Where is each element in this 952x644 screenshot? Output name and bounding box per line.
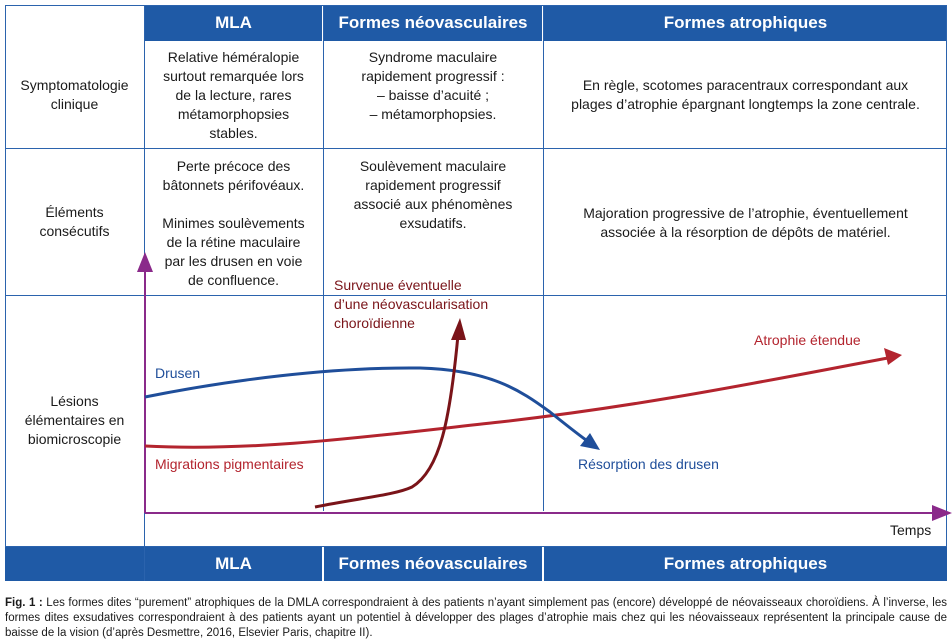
row-label-elements: Éléments consécutifs (39, 203, 110, 239)
label-neovascularisation: Survenue éventuelle d’une néovascularisa… (334, 277, 489, 331)
row-label-symptomatologie: Symptomatologie clinique (20, 76, 129, 112)
footer-header-atrophiques: Formes atrophiques (544, 547, 947, 581)
drusen-curve (144, 366, 587, 442)
cell-symptom-neo: Syndrome maculaire rapidement progressif… (361, 49, 505, 122)
grid-row2-bottom (5, 295, 947, 296)
grid-axis-bottom (5, 546, 947, 547)
atrophy-arrowhead (884, 348, 902, 365)
cell-symptom-mla: Relative héméralopie surtout remarquée l… (163, 49, 304, 141)
neovasc-curve (314, 334, 460, 509)
drusen-arrowhead (580, 433, 600, 450)
cell-elements-atro: Majoration progressive de l’atrophie, év… (583, 205, 908, 240)
label-drusen: Drusen (155, 365, 201, 381)
grid-top-border (5, 5, 947, 6)
grid-right-border (946, 5, 947, 581)
row-label-lesions: Lésions élémentaires en biomicroscopie (24, 393, 125, 447)
grid-border-atro (543, 5, 544, 511)
caption-text: Les formes dites “purement” atrophiques … (5, 597, 948, 639)
figure-caption: Fig. 1 : Les formes dites “purement” atr… (5, 596, 947, 641)
label-temps: Temps (890, 522, 932, 538)
grid-row1-bottom (5, 148, 947, 149)
footer-header-blank (5, 547, 144, 581)
caption-label: Fig. 1 : (5, 597, 43, 609)
cell-symptom-atro: En règle, scotomes paracentraux correspo… (571, 77, 920, 112)
atrophy-curve (144, 356, 889, 449)
label-migrations: Migrations pigmentaires (155, 456, 304, 472)
footer-header-neovasculaires: Formes néovasculaires (324, 547, 542, 581)
neovasc-arrowhead (451, 318, 466, 340)
grid-border-neo (323, 5, 324, 511)
header-neovasculaires: Formes néovasculaires (324, 5, 542, 41)
footer-header-mla: MLA (145, 547, 322, 581)
grid-left-border (5, 5, 6, 581)
cell-elements-neo: Soulèvement maculaire rapidement progres… (353, 158, 513, 231)
cell-elements-mla: Perte précoce des bâtonnets périfovéaux.… (162, 158, 305, 288)
label-resorption: Résorption des drusen (578, 456, 719, 472)
header-mla: MLA (145, 5, 322, 41)
label-atrophie-etendue: Atrophie étendue (754, 332, 861, 348)
header-atrophiques: Formes atrophiques (544, 5, 947, 41)
